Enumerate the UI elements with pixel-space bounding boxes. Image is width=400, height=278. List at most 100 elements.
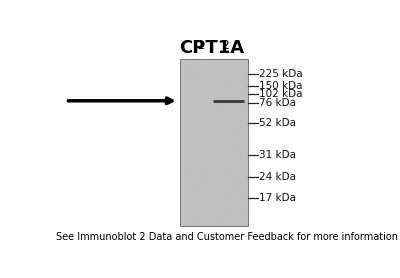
Bar	[215, 85, 216, 86]
Bar	[224, 180, 225, 181]
Bar	[238, 131, 239, 132]
Bar	[195, 194, 196, 195]
Bar	[202, 164, 203, 165]
Bar	[223, 182, 224, 183]
Bar	[183, 222, 184, 223]
Bar	[221, 107, 222, 108]
Bar	[223, 169, 224, 170]
Bar	[212, 62, 213, 63]
Bar	[192, 73, 194, 74]
Bar	[233, 207, 234, 208]
Bar	[231, 83, 232, 84]
Bar	[239, 121, 240, 122]
Bar	[228, 80, 230, 81]
Text: 150 kDa: 150 kDa	[259, 81, 303, 91]
Bar	[202, 84, 203, 85]
Bar	[244, 185, 246, 186]
Bar	[181, 176, 182, 177]
Text: 1: 1	[196, 39, 204, 51]
Bar	[228, 207, 230, 208]
Bar	[242, 190, 243, 191]
Bar	[199, 139, 200, 140]
Bar	[207, 99, 208, 100]
Bar	[181, 147, 182, 148]
Bar	[207, 181, 208, 182]
Bar	[210, 139, 212, 140]
Bar	[210, 103, 211, 104]
Bar	[191, 221, 192, 222]
Bar	[209, 74, 210, 75]
Bar	[228, 135, 229, 136]
Bar	[202, 200, 204, 201]
Bar	[215, 111, 216, 112]
Bar	[245, 207, 246, 208]
Bar	[241, 194, 242, 195]
Bar	[190, 143, 191, 144]
Bar	[181, 206, 182, 207]
Bar	[240, 125, 241, 126]
Bar	[239, 146, 240, 147]
Bar	[230, 81, 231, 82]
Bar	[241, 122, 242, 123]
Text: 17 kDa: 17 kDa	[259, 193, 296, 203]
Bar	[232, 202, 233, 203]
Bar	[194, 221, 195, 222]
Bar	[192, 130, 194, 131]
Bar	[248, 217, 249, 218]
Bar	[200, 67, 201, 68]
Bar	[197, 60, 198, 61]
Bar	[190, 196, 191, 197]
Bar	[189, 220, 190, 221]
Bar	[230, 81, 231, 82]
Bar	[230, 124, 231, 125]
Bar	[204, 75, 205, 76]
Bar	[220, 140, 221, 141]
Bar	[226, 196, 227, 197]
Bar	[226, 87, 227, 88]
Bar	[189, 65, 190, 66]
Bar	[193, 76, 194, 77]
Bar	[204, 177, 205, 178]
Bar	[194, 79, 195, 80]
Bar	[181, 147, 182, 148]
Bar	[198, 184, 199, 185]
Bar	[243, 187, 244, 188]
Bar	[195, 220, 196, 221]
Bar	[219, 146, 220, 147]
Bar	[184, 133, 185, 134]
Bar	[207, 180, 208, 181]
Bar	[189, 212, 190, 213]
Bar	[182, 130, 184, 131]
Bar	[192, 209, 193, 210]
Bar	[235, 135, 236, 136]
Bar	[218, 135, 219, 136]
Bar	[183, 146, 184, 147]
Bar	[193, 167, 194, 168]
Bar	[223, 185, 224, 186]
Bar	[190, 70, 191, 71]
Bar	[184, 60, 186, 61]
Bar	[206, 112, 207, 113]
Bar	[244, 92, 245, 93]
Bar	[197, 143, 198, 144]
Bar	[242, 210, 243, 211]
Bar	[215, 123, 216, 124]
Bar	[197, 144, 198, 145]
Bar	[203, 96, 204, 97]
Bar	[234, 219, 235, 220]
Bar	[244, 76, 245, 77]
Text: 24 kDa: 24 kDa	[259, 172, 296, 182]
Bar	[216, 62, 217, 63]
Bar	[184, 169, 185, 170]
Bar	[185, 139, 186, 140]
Bar	[186, 60, 187, 61]
Bar	[198, 78, 199, 79]
Bar	[210, 186, 211, 187]
Bar	[201, 166, 202, 167]
Bar	[196, 213, 197, 214]
Bar	[233, 213, 234, 214]
Bar	[236, 204, 238, 205]
Bar	[212, 78, 213, 79]
Bar	[199, 194, 200, 195]
Bar	[238, 172, 239, 173]
